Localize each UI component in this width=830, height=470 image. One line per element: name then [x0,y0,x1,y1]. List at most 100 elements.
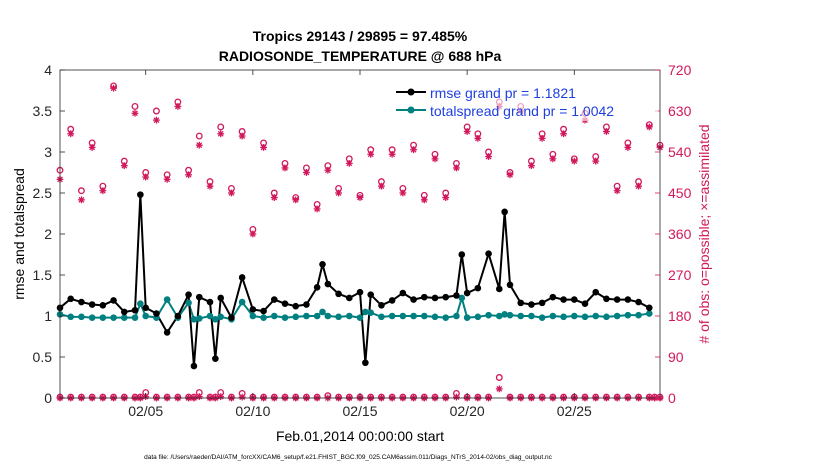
obs-assimilated-point [303,169,310,176]
obs-assimilated-point [131,109,139,117]
obs-assimilated-point-stroke [357,194,363,201]
obs-low-assimilated-point [495,385,503,393]
rmse-point [78,298,85,306]
obs-possible-point [77,187,85,195]
obs-assimilated-point [613,187,621,195]
totalspread-point [453,312,460,320]
totalspread-point [88,314,96,321]
obs-assimilated-point [431,155,439,163]
obs-assimilated-point-stroke [646,124,653,130]
y-right-tick-label: 360 [668,226,692,242]
totalspread-point [270,312,278,320]
totalspread-point [281,314,289,321]
totalspread-point [185,299,192,307]
totalspread-point [581,313,589,321]
totalspread-point [485,311,492,319]
totalspread-point [410,312,417,320]
totalspread-point [345,312,353,320]
obs-assimilated-point [292,196,300,204]
rmse-point [206,298,214,306]
chart-title-line2: RADIOSONDE_TEMPERATURE @ 688 hPa [219,48,502,64]
totalspread-point [635,311,642,319]
totalspread-point [335,313,342,321]
rmse-point [356,288,364,296]
obs-assimilated-point-stroke [239,133,246,139]
obs-assimilated-point-stroke [378,183,385,190]
obs-assimilated-point [592,157,600,165]
rmse-point [303,301,310,308]
totalspread-point [137,300,144,308]
obs-possible-point [152,107,160,115]
obs-assimilated-point-stroke [132,110,138,117]
obs-assimilated-point-stroke [539,135,546,142]
rmse-point [99,302,107,309]
obs-assimilated-point [67,130,75,138]
y-right-tick-label: 90 [668,349,684,365]
obs-assimilated-point-stroke [549,155,556,162]
rmse-point [345,294,353,302]
obs-assimilated-point-stroke [282,165,288,171]
obs-assimilated-point [153,116,160,124]
obs-low-assimilated-point-stroke [496,385,503,392]
totalspread-point [313,312,321,320]
plot-area [60,70,660,398]
totalspread-point [603,313,610,321]
obs-assimilated-point [453,164,460,172]
x-tick-label: 02/05 [128,403,163,419]
rmse-point [458,251,466,258]
obs-assimilated-point-stroke [485,153,492,160]
totalspread-point [501,311,508,318]
obs-assimilated-point [528,162,535,170]
obs-assimilated-point-stroke [110,85,117,92]
obs-assimilated-point-stroke [260,144,267,151]
obs-assimilated-point [185,171,192,179]
totalspread-point [238,298,246,306]
totalspread-point [570,312,578,320]
obs-assimilated-point-stroke [292,196,299,203]
obs-assimilated-point-stroke [346,160,353,167]
x-axis: 02/05 02/10 02/15 02/20 02/25 [128,70,592,419]
obs-assimilated-point-stroke [217,130,224,137]
obs-assimilated-point [345,159,353,167]
rmse-point [538,299,546,307]
obs-low-assimilated-point [217,393,225,401]
y-left-tick-label: 2.5 [33,185,53,201]
obs-assimilated-point-stroke [271,194,278,201]
totalspread-point [260,314,267,321]
rmse-point [635,298,642,306]
obs-assimilated-point [281,164,289,172]
obs-assimilated-point-stroke [142,174,149,180]
rmse-point [142,304,150,312]
obs-low-assimilated-point-stroke [453,394,460,400]
rmse-point [212,355,219,362]
obs-assimilated-point-stroke [367,151,374,158]
obs-assimilated-point [399,189,407,197]
obs-assimilated-point-stroke [249,231,256,237]
rmse-point [570,296,578,303]
rmse-point [270,296,278,303]
totalspread-point [399,312,407,320]
totalspread-point [319,308,326,316]
rmse-point [335,290,342,298]
legend: rmse grand pr = 1.1821 totalspread grand… [394,81,658,121]
rmse-point [560,296,567,303]
obs-assimilated-point-stroke [324,167,331,174]
totalspread-point [495,312,503,320]
obs-assimilated-point [206,182,214,190]
totalspread-point [190,315,198,323]
obs-assimilated-point [110,84,117,92]
obs-possible-point [131,102,139,110]
totalspread-point [388,312,396,320]
obs-assimilated-point [420,196,428,204]
obs-assimilated-point [603,128,610,135]
totalspread-point [195,315,203,322]
rmse-point [506,281,514,289]
obs-assimilated-point-stroke [89,144,96,151]
rmse-point [495,285,503,293]
totalspread-point [560,313,567,321]
rmse-point [185,291,192,298]
x-tick-label: 02/10 [235,403,270,419]
obs-assimilated-point-stroke [603,128,610,135]
rmse-point [624,296,632,303]
